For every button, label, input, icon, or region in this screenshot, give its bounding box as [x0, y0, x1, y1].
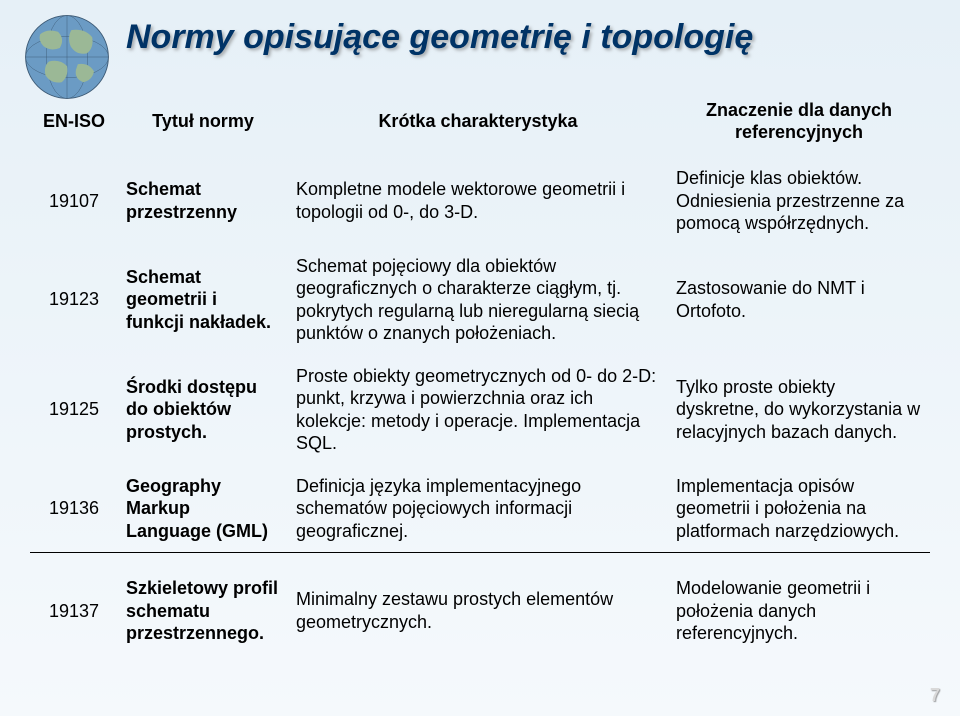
cell-code: 19136 — [30, 465, 118, 553]
cell-name: Schemat geometrii i funkcji nakładek. — [118, 245, 288, 355]
header-characteristic: Krótka charakterystyka — [288, 92, 668, 157]
cell-desc: Minimalny zestawu prostych elementów geo… — [288, 553, 668, 655]
page-number: 7 — [930, 685, 940, 706]
cell-code: 19125 — [30, 355, 118, 465]
cell-desc: Definicja języka implementacyjnego schem… — [288, 465, 668, 553]
cell-code: 19107 — [30, 157, 118, 245]
cell-name: Środki dostępu do obiektów prostych. — [118, 355, 288, 465]
cell-desc: Kompletne modele wektorowe geometrii i t… — [288, 157, 668, 245]
standards-table: EN-ISO Tytuł normy Krótka charakterystyk… — [30, 92, 930, 655]
cell-code: 19123 — [30, 245, 118, 355]
table-row: 19123 Schemat geometrii i funkcji nakład… — [30, 245, 930, 355]
table-row: 19137 Szkieletowy profil schematu przest… — [30, 553, 930, 655]
cell-desc: Proste obiekty geometrycznych od 0- do 2… — [288, 355, 668, 465]
table-header-row: EN-ISO Tytuł normy Krótka charakterystyk… — [30, 92, 930, 157]
cell-name: Schemat przestrzenny — [118, 157, 288, 245]
header-eniso: EN-ISO — [30, 92, 118, 157]
cell-meaning: Tylko proste obiekty dyskretne, do wykor… — [668, 355, 930, 465]
globe-icon — [22, 12, 112, 102]
cell-meaning: Zastosowanie do NMT i Ortofoto. — [668, 245, 930, 355]
cell-name: Szkieletowy profil schematu przestrzenne… — [118, 553, 288, 655]
header-meaning: Znaczenie dla danych referencyjnych — [668, 92, 930, 157]
cell-desc: Schemat pojęciowy dla obiektów geografic… — [288, 245, 668, 355]
cell-meaning: Definicje klas obiektów. Odniesienia prz… — [668, 157, 930, 245]
cell-meaning: Implementacja opisów geometrii i położen… — [668, 465, 930, 553]
header-title: Tytuł normy — [118, 92, 288, 157]
table-row: 19125 Środki dostępu do obiektów prostyc… — [30, 355, 930, 465]
table-row: 19107 Schemat przestrzenny Kompletne mod… — [30, 157, 930, 245]
table-row: 19136 Geography Markup Language (GML) De… — [30, 465, 930, 553]
cell-code: 19137 — [30, 553, 118, 655]
cell-meaning: Modelowanie geometrii i położenia danych… — [668, 553, 930, 655]
slide-title: Normy opisujące geometrię i topologię — [126, 18, 753, 57]
cell-name: Geography Markup Language (GML) — [118, 465, 288, 553]
